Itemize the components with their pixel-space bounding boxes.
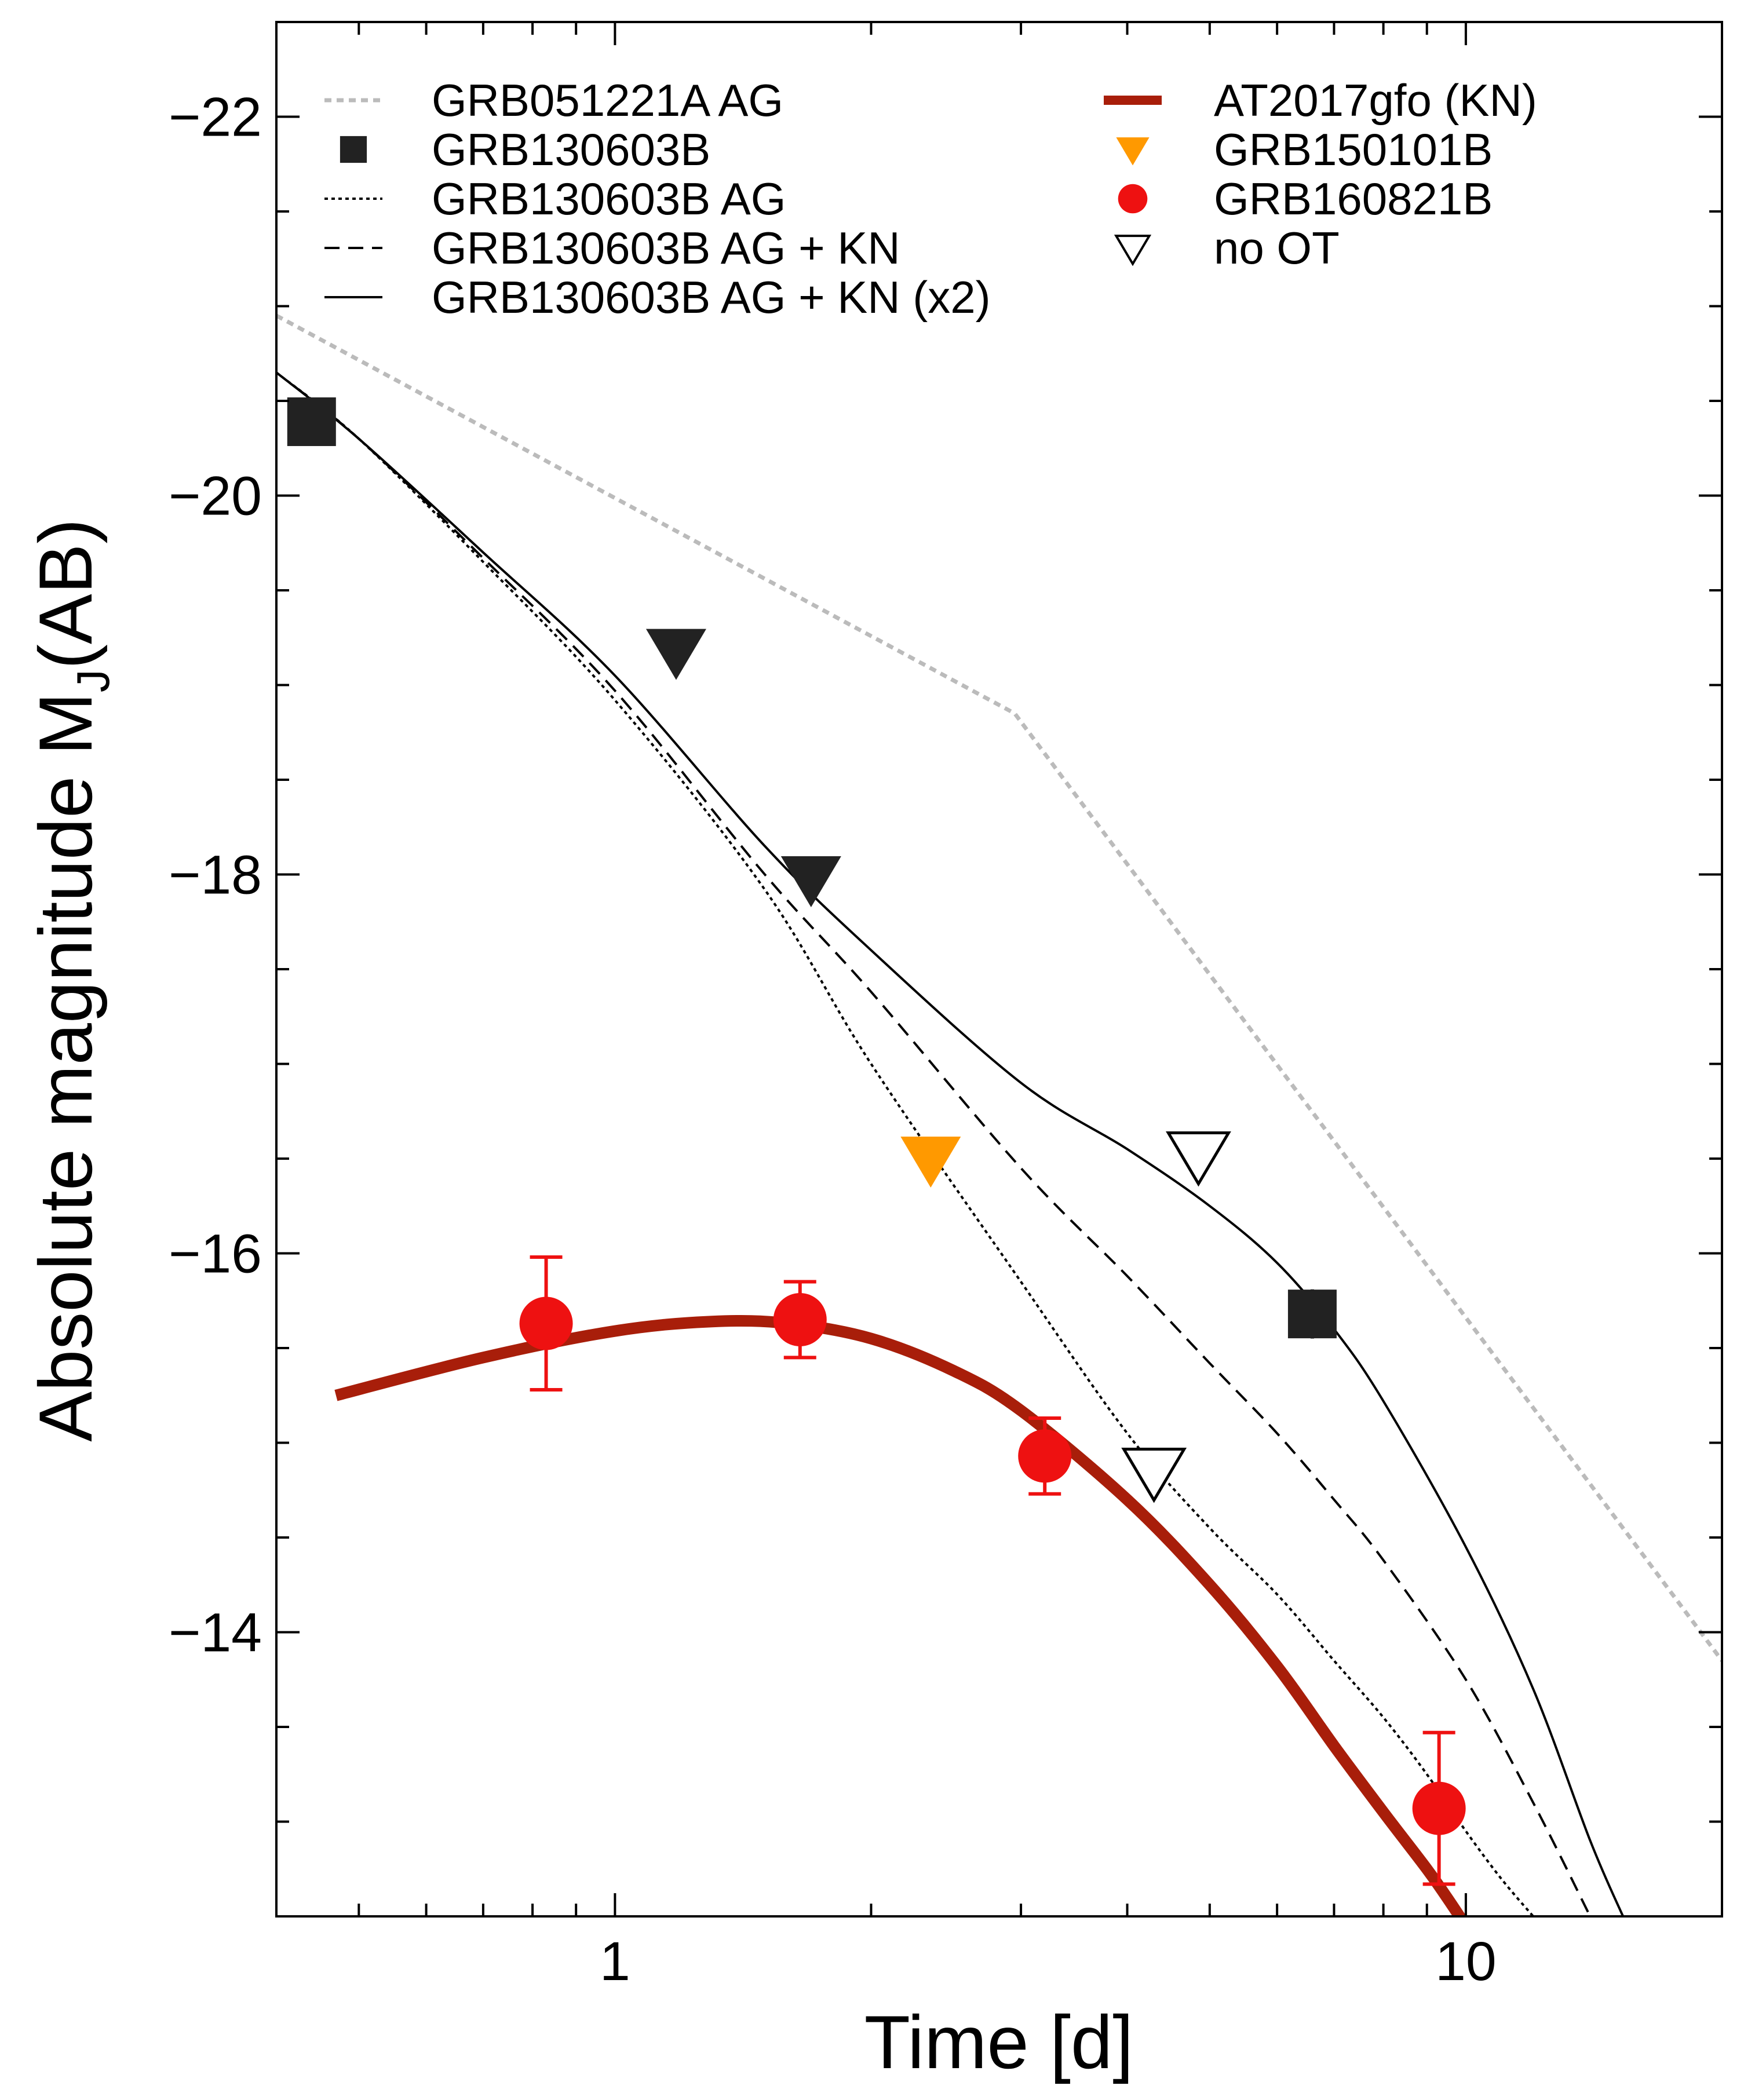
legend-swatch	[340, 136, 367, 163]
grb130603b_limits-point	[780, 856, 841, 908]
y-axis-label: Absolute magnitude MJ(AB)	[23, 518, 119, 1442]
x-tick-label: 10	[1435, 1931, 1497, 1992]
grb130603b_ag_kn_x2-curve	[276, 371, 1625, 1916]
legend-item: GRB150101B	[1116, 124, 1493, 175]
legend-item: GRB051221A AG	[324, 75, 783, 126]
legend-swatch	[1114, 235, 1152, 266]
grb130603b_ag-curve	[276, 371, 1534, 1916]
x-tick-label: 1	[600, 1931, 630, 1992]
legend-label: AT2017gfo (KN)	[1214, 75, 1537, 126]
legend-item: GRB130603B AG + KN	[324, 222, 900, 273]
grb130603b_ag_kn-curve	[276, 371, 1592, 1916]
grb160821b-point	[519, 1296, 573, 1350]
grb130603b-point	[1287, 1290, 1337, 1339]
at2017gfo-curve	[334, 1314, 1467, 1916]
markers-layer	[287, 397, 1466, 1886]
no_ot-point	[1166, 1131, 1231, 1187]
no_ot-point	[1121, 1448, 1187, 1503]
grb160821b-point	[1018, 1429, 1072, 1483]
y-axis-label-subscript: J	[67, 669, 119, 692]
grb130603b-point	[287, 397, 336, 446]
legend-item: GRB130603B AG	[324, 173, 786, 224]
grb150101b-point	[900, 1137, 961, 1188]
legend-label: no OT	[1214, 222, 1340, 273]
y-tick-label: −16	[169, 1224, 262, 1285]
legend-label: GRB150101B	[1214, 124, 1493, 175]
legend-item: no OT	[1114, 222, 1340, 273]
curves-layer	[276, 313, 1722, 1916]
legend-item: GRB160821B	[1118, 173, 1493, 224]
legend-label: GRB130603B AG + KN (x2)	[432, 272, 991, 323]
grb160821b-point	[773, 1292, 827, 1346]
legend-swatch	[1116, 137, 1150, 166]
ticks-layer: −22 −20 −18 −16 −14 1 10	[169, 22, 1723, 1992]
legend-swatch	[1118, 184, 1148, 214]
legend-item: AT2017gfo (KN)	[1104, 75, 1537, 126]
legend-label: GRB130603B AG	[432, 173, 786, 224]
y-tick-label: −18	[169, 845, 262, 906]
y-axis-label-main: Absolute magnitude M	[23, 692, 108, 1442]
legend-label: GRB130603B AG + KN	[432, 222, 900, 273]
y-axis-label-tail: (AB)	[23, 518, 108, 669]
grb160821b-point	[1412, 1781, 1466, 1835]
y-tick-label: −22	[169, 87, 262, 148]
y-tick-label: −14	[169, 1602, 262, 1664]
y-tick-label: −20	[169, 466, 262, 527]
legend-item: GRB130603B AG + KN (x2)	[324, 272, 991, 323]
x-axis-label: Time [d]	[864, 2000, 1134, 2084]
legend-label: GRB130603B	[432, 124, 710, 175]
legend-label: GRB160821B	[1214, 173, 1493, 224]
legend-label: GRB051221A AG	[432, 75, 783, 126]
grb130603b_limits-point	[645, 629, 706, 680]
legend-item: GRB130603B	[340, 124, 710, 175]
